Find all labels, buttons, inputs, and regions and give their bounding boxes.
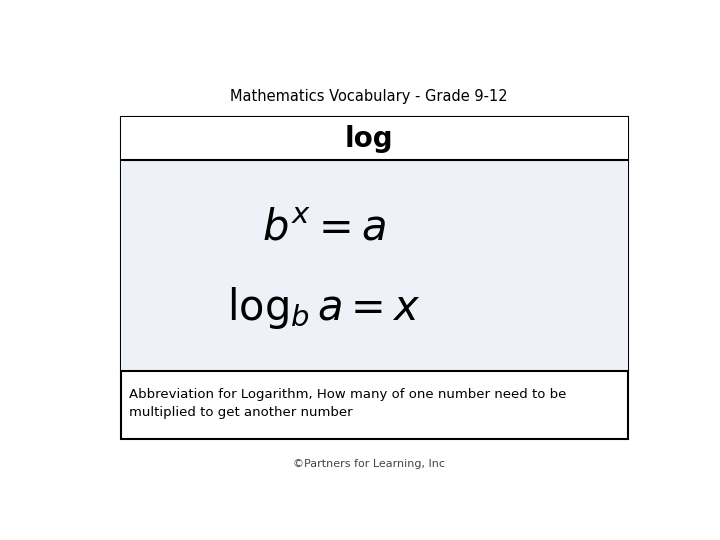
- Text: Abbreviation for Logarithm, How many of one number need to be: Abbreviation for Logarithm, How many of …: [129, 388, 567, 401]
- Text: multiplied to get another number: multiplied to get another number: [129, 406, 353, 419]
- Text: log: log: [345, 125, 393, 152]
- Text: Mathematics Vocabulary - Grade 9-12: Mathematics Vocabulary - Grade 9-12: [230, 89, 508, 104]
- Text: $\log_b a = x$: $\log_b a = x$: [228, 285, 421, 331]
- Bar: [121, 117, 629, 160]
- Text: $b^x = a$: $b^x = a$: [262, 207, 387, 249]
- Bar: [121, 117, 629, 439]
- Text: ©Partners for Learning, Inc: ©Partners for Learning, Inc: [293, 459, 445, 469]
- Bar: [121, 160, 629, 372]
